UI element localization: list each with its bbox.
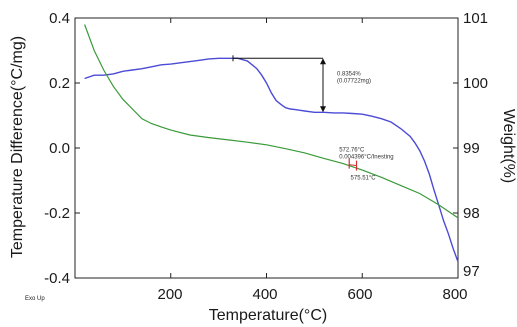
y-right-tick-label-99: 99 [463,140,480,157]
mass-loss-sublabel: (0.07722mg) [337,78,371,84]
y-left-axis-title: Temperature Difference(°C/mg) [9,36,26,258]
series-layer [84,24,459,263]
x-axis-title: Temperature(°C) [209,307,327,324]
y-right-tick-label-101: 101 [463,10,488,27]
y-left-tick-label--0.4: -0.4 [44,270,70,287]
y-right-tick-label-98: 98 [463,205,480,222]
y-left-tick-label-0.0: 0.0 [49,140,70,157]
transition-onset-label: 572.76°C [339,148,365,154]
mass-loss-label: 0.8354% [337,71,361,77]
plot-frame [74,17,459,279]
x-tick-label-400: 400 [252,286,277,303]
transition-slope-label: 0.004396°C/Inesting [339,155,393,161]
mass-loss-arrowhead-bottom [319,106,326,113]
annotation-layer: 0.8354% (0.07722mg) 572.76°C 0.004396°C/… [232,55,394,182]
tick-labels: 200 400 600 800 0.4 0.2 0.0 -0.2 -0.4 10… [44,10,488,303]
series-line-temperature-difference [84,24,459,219]
x-tick-label-800: 800 [442,286,467,303]
x-tick-label-600: 600 [347,286,372,303]
axis-layer [74,17,459,279]
series-line-weight [84,57,459,263]
transition-segment [349,164,357,167]
y-left-tick-label--0.2: -0.2 [44,205,70,222]
transition-point-label: 575.51°C [351,176,377,182]
mass-loss-arrowhead-top [319,58,326,65]
y-right-tick-label-100: 100 [463,75,488,92]
y-left-tick-label-0.4: 0.4 [49,10,70,27]
x-tick-label-200: 200 [157,286,182,303]
y-left-tick-label-0.2: 0.2 [49,75,70,92]
exo-up-label: Exo Up [25,296,45,302]
y-right-axis-title: Weight(%) [500,109,517,183]
y-right-tick-label-97: 97 [463,263,480,280]
